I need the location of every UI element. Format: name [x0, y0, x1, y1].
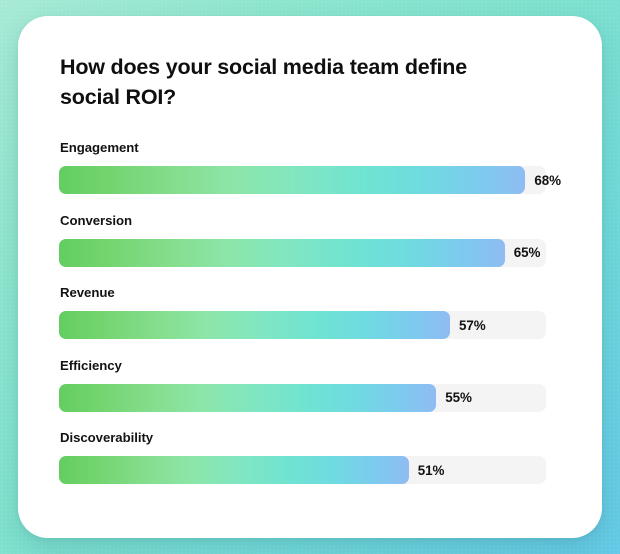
bar-track: 55%	[59, 383, 546, 412]
bar-track: 57%	[59, 311, 546, 339]
bar-row-label: Revenue	[60, 285, 115, 300]
bar-fill	[59, 238, 505, 267]
bar-row-label: Discoverability	[60, 430, 154, 445]
bar-row-label: Efficiency	[60, 357, 122, 373]
bar-list: Engagement 68% Conversion 65% Revenue 57…	[59, 140, 561, 503]
bar-row: Revenue 57%	[59, 285, 559, 358]
bar-row: Engagement 68%	[59, 140, 561, 213]
bar-row: Discoverability 51%	[59, 430, 559, 503]
chart-card: How does your social media team define s…	[18, 16, 602, 538]
bar-fill	[59, 456, 409, 484]
bar-fill	[59, 166, 526, 194]
bar-value-label: 65%	[513, 245, 541, 260]
bar-value-label: 57%	[459, 317, 486, 333]
bar-value-label: 55%	[445, 390, 472, 405]
bar-track: 51%	[59, 456, 546, 484]
bar-row-label: Conversion	[60, 212, 133, 228]
bar-row: Efficiency 55%	[59, 358, 559, 431]
bar-row: Conversion 65%	[59, 213, 559, 286]
bar-track: 68%	[59, 166, 561, 194]
bar-value-label: 51%	[417, 462, 445, 478]
bar-track: 65%	[59, 238, 546, 267]
bar-value-label: 68%	[534, 172, 561, 188]
page-title: How does your social media team define s…	[60, 55, 467, 109]
bar-fill	[59, 383, 437, 412]
bar-fill	[59, 311, 450, 339]
bar-row-label: Engagement	[60, 140, 139, 155]
